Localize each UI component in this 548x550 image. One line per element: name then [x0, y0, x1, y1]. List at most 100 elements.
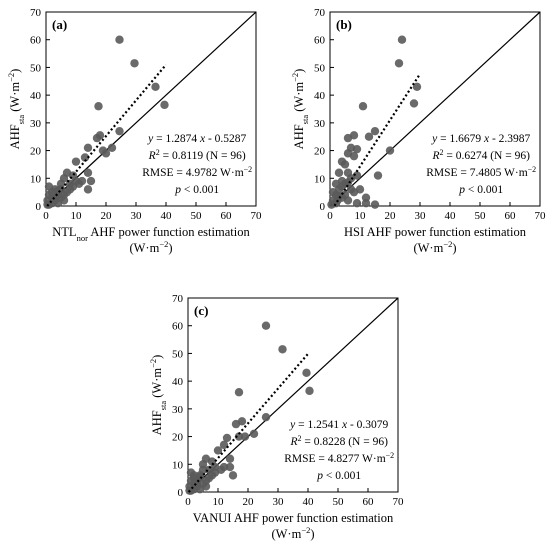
regression-equation: y = 1.2541 x - 0.3079 [289, 419, 388, 431]
data-point [364, 132, 374, 141]
data-point [86, 176, 96, 186]
data-point [337, 182, 347, 191]
data-point [302, 368, 311, 378]
data-point [328, 187, 338, 197]
x-axis-unit: (W·m−2) [129, 239, 172, 255]
x-tick-label: 50 [191, 210, 203, 222]
data-point [186, 476, 196, 486]
data-point [340, 160, 350, 169]
x-tick-label: 70 [251, 210, 263, 222]
data-point [115, 126, 124, 136]
r-squared: R2 = 0.8228 (N = 96) [289, 433, 388, 448]
data-point [370, 126, 380, 136]
data-point [305, 386, 314, 396]
y-tick-label: 40 [172, 376, 184, 388]
data-point [71, 157, 81, 166]
data-point [346, 185, 356, 194]
x-tick-label: 20 [101, 210, 113, 222]
panel-c: 0 10 20 30 40 50 60 70 0 10 20 30 40 50 60 70 (c) y = 1.2… [148, 293, 404, 541]
data-point [225, 454, 235, 463]
y-tick-label: 40 [314, 90, 326, 102]
x-tick-label: 0 [185, 496, 191, 508]
y-tick-label: 60 [314, 35, 326, 47]
x-tick-label: 40 [303, 496, 315, 508]
y-tick-label: 40 [30, 90, 42, 102]
y-tick-label: 0 [320, 201, 326, 213]
data-point [234, 432, 244, 441]
y-tick-label: 20 [172, 432, 184, 444]
y-axis-label: AHFsta (W·m−2) [290, 69, 310, 150]
data-point [240, 432, 250, 441]
x-tick-label: 0 [43, 210, 49, 222]
data-point [80, 153, 90, 162]
y-tick-label: 10 [172, 459, 184, 471]
x-tick-label: 0 [327, 210, 333, 222]
y-tick-label: 70 [30, 7, 42, 19]
x-tick-label: 20 [385, 210, 397, 222]
data-point [225, 462, 235, 472]
data-point [352, 144, 362, 154]
x-tick-label: 40 [445, 210, 457, 222]
x-tick-label: 10 [355, 210, 367, 222]
data-point [334, 168, 344, 177]
data-point [101, 149, 111, 158]
regression-fit-line [333, 73, 421, 207]
y-tick-label: 20 [30, 146, 42, 158]
data-point [409, 99, 419, 108]
data-point [160, 100, 169, 110]
regression-equation: y = 1.6679 x - 2.3987 [431, 133, 530, 145]
data-point [198, 465, 208, 475]
data-point [373, 171, 383, 180]
y-tick-label: 60 [172, 321, 184, 333]
data-point [234, 388, 244, 397]
data-point [219, 440, 229, 450]
y-tick-label: 20 [314, 146, 326, 158]
data-point [352, 199, 362, 208]
plot-frame [45, 11, 257, 207]
data-point [343, 133, 353, 143]
x-axis-label: NTLnor AHF power function estimation [52, 225, 250, 243]
y-tick-label: 30 [314, 118, 326, 130]
data-point [151, 82, 160, 92]
data-point [130, 59, 139, 68]
data-point [92, 133, 102, 143]
x-tick-label: 30 [131, 210, 143, 222]
x-tick-label: 60 [505, 210, 517, 222]
x-axis-label: VANUI AHF power function estimation [193, 511, 394, 525]
y-tick-label: 30 [172, 404, 184, 416]
data-point [278, 345, 287, 354]
data-point [44, 190, 54, 200]
data-point [412, 82, 422, 92]
data-point [222, 433, 232, 443]
y-tick-label: 0 [36, 201, 42, 213]
data-point [56, 179, 66, 189]
data-point [53, 186, 63, 195]
data-point [249, 429, 259, 438]
data-point [213, 446, 223, 455]
y-tick-label: 30 [30, 118, 42, 130]
y-tick-label: 70 [172, 293, 184, 305]
regression-fit-line [187, 353, 309, 493]
data-point [349, 151, 359, 161]
panel-b: 0 10 20 30 40 50 60 70 0 10 20 30 40 50 60 70 (b) y = 1.6… [290, 7, 546, 255]
x-tick-label: 10 [71, 210, 83, 222]
one-to-one-line [187, 297, 399, 493]
x-tick-label: 70 [535, 210, 547, 222]
data-point [397, 35, 407, 44]
p-value: p < 0.001 [458, 184, 503, 196]
regression-equation: y = 1.2874 x - 0.5287 [147, 133, 246, 145]
plot-frame [187, 297, 399, 493]
one-to-one-line [329, 11, 541, 207]
rmse: RMSE = 4.8277 W·m−2 [284, 450, 394, 465]
rmse: RMSE = 4.9782 W·m−2 [142, 164, 252, 179]
x-tick-label: 50 [333, 496, 345, 508]
y-tick-label: 10 [314, 173, 326, 185]
data-point [210, 468, 220, 477]
y-axis-label: AHFsta (W·m−2) [6, 69, 26, 150]
y-axis-label: AHFsta (W·m−2) [148, 355, 168, 436]
y-tick-label: 60 [30, 35, 42, 47]
data-point [59, 196, 69, 205]
data-point [358, 102, 368, 111]
r-squared: R2 = 0.6274 (N = 96) [431, 147, 530, 162]
data-point [370, 200, 380, 209]
